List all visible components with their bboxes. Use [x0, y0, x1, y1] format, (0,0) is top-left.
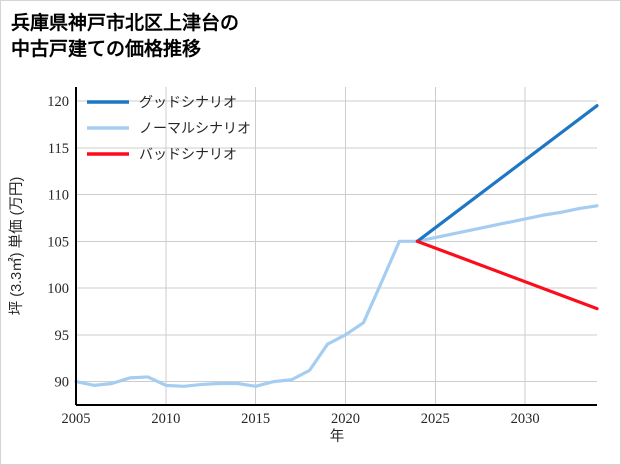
legend-label: ノーマルシナリオ — [139, 122, 251, 137]
x-tick-labels: 2005 2010 2015 2020 2025 2030 — [62, 411, 540, 427]
x-tick-label: 2015 — [241, 411, 270, 427]
x-tick-label: 2010 — [151, 411, 180, 427]
x-tick-label: 2025 — [421, 411, 450, 427]
y-tick-label: 95 — [55, 328, 70, 344]
legend-label: グッドシナリオ — [139, 95, 237, 111]
y-tick-label: 115 — [48, 141, 69, 157]
y-tick-label: 110 — [48, 188, 69, 204]
series-line — [415, 239, 599, 311]
x-tick-label: 2020 — [331, 411, 360, 427]
series-group — [74, 104, 599, 388]
y-tick-label: 120 — [47, 94, 69, 110]
y-tick-labels: 90 95 100 105 110 115 120 — [47, 94, 69, 391]
series-line — [74, 204, 599, 388]
x-tick-label: 2005 — [62, 411, 91, 427]
axis-lines — [75, 87, 597, 406]
y-tick-label: 100 — [47, 281, 69, 297]
y-tick-label: 105 — [47, 234, 69, 250]
x-tick-label: 2030 — [511, 411, 540, 427]
y-axis-title: 坪 (3.3㎡) 単価 (万円) — [8, 177, 25, 316]
y-tick-label: 90 — [55, 375, 70, 391]
x-axis-title: 年 — [330, 428, 345, 445]
series-line — [415, 104, 599, 243]
chart-title: 兵庫県神戸市北区上津台の 中古戸建ての価格推移 — [11, 13, 240, 60]
legend-label: バッドシナリオ — [139, 148, 237, 163]
